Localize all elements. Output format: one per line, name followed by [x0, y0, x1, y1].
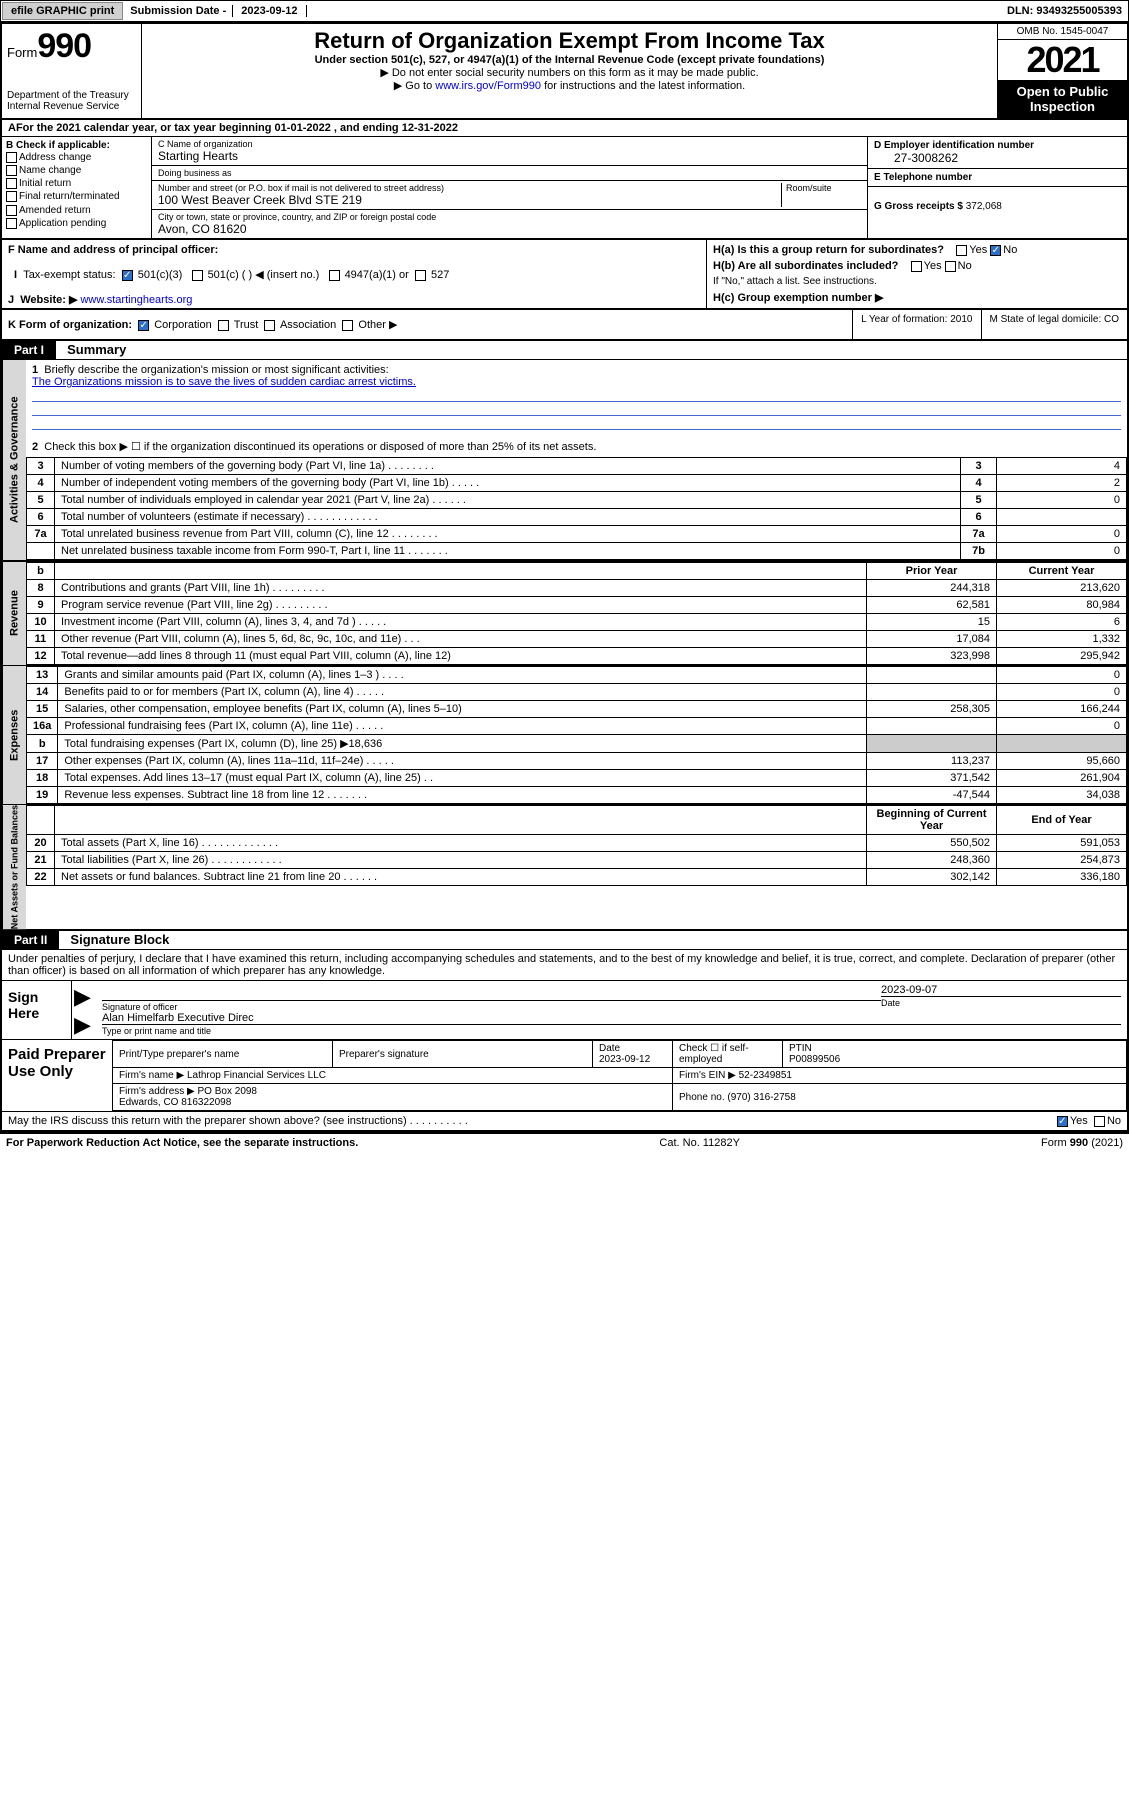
col-C: C Name of organization Starting Hearts D…: [152, 137, 867, 238]
vlabel-revenue: Revenue: [2, 562, 26, 665]
perjury-statement: Under penalties of perjury, I declare th…: [2, 950, 1127, 981]
paid-preparer-label: Paid Preparer Use Only: [2, 1040, 112, 1111]
tax-year: 2021: [998, 40, 1127, 80]
open-to-public: Open to Public Inspection: [998, 80, 1127, 118]
irs-link[interactable]: www.irs.gov/Form990: [435, 80, 541, 92]
paid-preparer-grid: Print/Type preparer's name Preparer's si…: [112, 1040, 1127, 1111]
chk-application-pending[interactable]: Application pending: [6, 217, 147, 230]
part1-expenses: Expenses 13Grants and similar amounts pa…: [2, 665, 1127, 804]
form-header-left: Form990 Department of the Treasury Inter…: [2, 24, 142, 118]
line-A: A For the 2021 calendar year, or tax yea…: [2, 120, 1127, 137]
page-footer: For Paperwork Reduction Act Notice, see …: [0, 1134, 1129, 1152]
form-title: Return of Organization Exempt From Incom…: [148, 28, 991, 54]
sig-date-value: 2023-09-07: [881, 984, 1121, 996]
street-label: Number and street (or P.O. box if mail i…: [158, 183, 781, 193]
form-header: Form990 Department of the Treasury Inter…: [2, 24, 1127, 120]
chk-initial-return[interactable]: Initial return: [6, 177, 147, 190]
signature-block: Under penalties of perjury, I declare th…: [2, 950, 1127, 1132]
chk-final-return[interactable]: Final return/terminated: [6, 190, 147, 203]
part1-revenue: Revenue bPrior YearCurrent Year8Contribu…: [2, 560, 1127, 665]
col-DEG: D Employer identification number 27-3008…: [867, 137, 1127, 238]
room-label: Room/suite: [786, 183, 861, 193]
city-label: City or town, state or province, country…: [158, 212, 861, 222]
part-2-header: Part II Signature Block: [2, 929, 1127, 950]
line-I: I Tax-exempt status: ✓ 501(c)(3) 501(c) …: [2, 265, 562, 284]
chk-association[interactable]: [264, 320, 275, 331]
org-name: Starting Hearts: [158, 149, 861, 163]
chk-corporation[interactable]: ✓: [138, 320, 149, 331]
sign-here-label: Sign Here: [2, 981, 72, 1039]
line-K-L-M: K Form of organization: ✓ Corporation Tr…: [2, 310, 1127, 341]
sig-date-label: Date: [881, 996, 1121, 1008]
chk-other[interactable]: [342, 320, 353, 331]
col-B: B Check if applicable: Address change Na…: [2, 137, 152, 238]
phone-label: E Telephone number: [874, 172, 1121, 183]
vlabel-netassets: Net Assets or Fund Balances: [2, 805, 26, 929]
omb-number: OMB No. 1545-0047: [998, 24, 1127, 40]
street-value: 100 West Beaver Creek Blvd STE 219: [158, 193, 781, 207]
vlabel-governance: Activities & Governance: [2, 360, 26, 560]
discuss-question: May the IRS discuss this return with the…: [8, 1115, 1057, 1127]
ein-value: 27-3008262: [874, 151, 1121, 165]
city-value: Avon, CO 81620: [158, 222, 861, 236]
mission-text[interactable]: The Organizations mission is to save the…: [32, 376, 416, 388]
submission-date-value: 2023-09-12: [232, 5, 306, 17]
form-ref: Form 990 (2021): [1041, 1137, 1123, 1149]
sign-arrow-icon: ▶: [74, 984, 91, 1010]
part1-netassets: Net Assets or Fund Balances Beginning of…: [2, 804, 1127, 929]
chk-501c3[interactable]: ✓: [122, 270, 133, 281]
form-note-link: ▶ Go to www.irs.gov/Form990 for instruct…: [148, 79, 991, 92]
chk-discuss-yes[interactable]: ✓: [1057, 1116, 1068, 1127]
part1-governance: Activities & Governance 1 Briefly descri…: [2, 360, 1127, 560]
ein-label: D Employer identification number: [874, 140, 1121, 151]
efile-print-button[interactable]: efile GRAPHIC print: [2, 2, 123, 20]
chk-name-change[interactable]: Name change: [6, 164, 147, 177]
part-1-header: Part I Summary: [2, 341, 1127, 360]
chk-501c[interactable]: [192, 270, 203, 281]
website-link[interactable]: www.startinghearts.org: [80, 294, 192, 306]
chk-4947[interactable]: [329, 270, 340, 281]
form-header-right: OMB No. 1545-0047 2021 Open to Public In…: [997, 24, 1127, 118]
chk-address-change[interactable]: Address change: [6, 151, 147, 164]
form-subtitle: Under section 501(c), 527, or 4947(a)(1)…: [148, 54, 991, 66]
top-toolbar: efile GRAPHIC print Submission Date - 20…: [0, 0, 1129, 22]
state-domicile: M State of legal domicile: CO: [981, 310, 1128, 339]
chk-trust[interactable]: [218, 320, 229, 331]
sig-officer-label: Signature of officer: [102, 1000, 881, 1012]
org-name-label: C Name of organization: [158, 139, 861, 149]
dln: DLN: 93493255005393: [1007, 5, 1128, 17]
section-B-through-G: B Check if applicable: Address change Na…: [2, 137, 1127, 240]
vlabel-expenses: Expenses: [2, 666, 26, 804]
sign-arrow-icon-2: ▶: [74, 1012, 91, 1038]
gross-receipts-label: G Gross receipts $: [874, 201, 963, 212]
chk-discuss-no[interactable]: [1094, 1116, 1105, 1127]
paperwork-notice: For Paperwork Reduction Act Notice, see …: [6, 1137, 358, 1149]
chk-amended-return[interactable]: Amended return: [6, 204, 147, 217]
dept-treasury: Department of the Treasury Internal Reve…: [7, 90, 136, 112]
form-990: Form990 Department of the Treasury Inter…: [0, 22, 1129, 1134]
chk-527[interactable]: [415, 270, 426, 281]
gross-receipts-value: 372,068: [966, 201, 1002, 212]
form-header-center: Return of Organization Exempt From Incom…: [142, 24, 997, 118]
dba-label: Doing business as: [158, 168, 861, 178]
col-H: H(a) Is this a group return for subordin…: [707, 240, 1127, 308]
submission-date-label: Submission Date -: [124, 5, 232, 17]
sig-name-value: Alan Himelfarb Executive Direc: [102, 1012, 1121, 1024]
year-formation: L Year of formation: 2010: [852, 310, 980, 339]
sig-name-label: Type or print name and title: [102, 1024, 1121, 1036]
form-note-ssn: ▶ Do not enter social security numbers o…: [148, 66, 991, 79]
cat-no: Cat. No. 11282Y: [358, 1137, 1041, 1149]
